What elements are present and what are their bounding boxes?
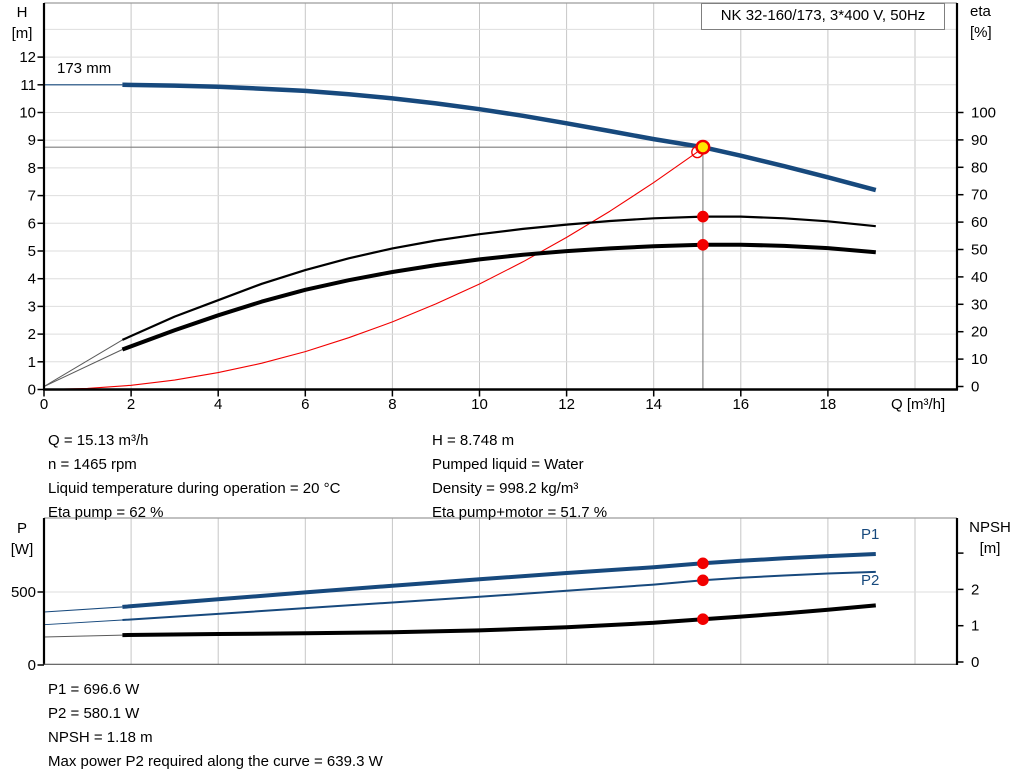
h-tick-label: 5 xyxy=(28,243,36,260)
h-tick-label: 11 xyxy=(20,77,36,94)
marker-eta-pump-motor-point[interactable] xyxy=(697,239,709,251)
p-axis-symbol: P xyxy=(16,520,27,537)
q-tick-label: 14 xyxy=(645,396,662,413)
series-p1 xyxy=(122,552,876,609)
q-axis-label: Q [m³/h] xyxy=(891,396,946,413)
npsh-axis-symbol: NPSH xyxy=(969,519,1011,536)
op-line-density: Density = 998.2 kg/m³ xyxy=(432,480,579,497)
max-power-line: Max power P2 required along the curve = … xyxy=(48,753,383,770)
op-line-temp: Liquid temperature during operation = 20… xyxy=(48,480,341,497)
eta-tick-label: 60 xyxy=(971,214,988,231)
h-tick-label: 0 xyxy=(28,382,36,399)
series-eta-pump-motor xyxy=(121,242,876,352)
q-tick-label: 8 xyxy=(388,396,396,413)
eta-tick-label: 90 xyxy=(971,132,988,149)
series-p2 xyxy=(122,570,876,621)
h-axis-symbol: H xyxy=(16,4,28,21)
q-tick-label: 16 xyxy=(732,396,749,413)
q-tick-label: 2 xyxy=(127,396,135,413)
series-p1-ext xyxy=(43,606,123,613)
op-line-h: H = 8.748 m xyxy=(432,432,515,449)
marker-duty-point[interactable] xyxy=(695,139,711,155)
series-eta-pump-ext xyxy=(43,339,123,387)
p2-curve-label: P2 xyxy=(861,572,880,589)
npsh-value-line: NPSH = 1.18 m xyxy=(48,729,153,746)
eta-tick-label: 70 xyxy=(971,187,988,204)
p-tick-label: 0 xyxy=(28,657,36,674)
q-tick-label: 18 xyxy=(820,396,837,413)
p-tick-label: 500 xyxy=(11,584,36,601)
marker-p1-point[interactable] xyxy=(697,557,709,570)
eta-tick-label: 10 xyxy=(971,351,988,368)
p1-value-line: P1 = 696.6 W xyxy=(48,681,140,698)
eta-axis-symbol: eta xyxy=(970,3,991,20)
series-npsh-ext xyxy=(43,634,123,638)
h-tick-label: 8 xyxy=(28,160,36,177)
npsh-tick-label: 0 xyxy=(971,654,979,671)
q-tick-label: 6 xyxy=(301,396,309,413)
impeller-trim-label: 173 mm xyxy=(57,60,112,77)
eta-tick-label: 40 xyxy=(971,269,988,286)
npsh-tick-label: 2 xyxy=(971,581,979,598)
h-axis-label: H [m] xyxy=(3,2,41,44)
op-line-q: Q = 15.13 m³/h xyxy=(48,432,149,449)
h-tick-label: 10 xyxy=(19,105,36,122)
h-axis-unit: [m] xyxy=(11,25,33,42)
power-npsh-chart[interactable]: 0 500 0 1 2 xyxy=(0,515,1024,680)
q-tick-label: 0 xyxy=(40,396,48,413)
op-line-n: n = 1465 rpm xyxy=(48,456,137,473)
npsh-axis-unit: [m] xyxy=(979,540,1001,557)
eta-tick-label: 50 xyxy=(971,242,988,259)
series-eta-pump-motor-ext xyxy=(43,349,123,387)
series-system-curve xyxy=(43,151,698,391)
marker-p2-point[interactable] xyxy=(697,574,709,587)
op-line-liquid: Pumped liquid = Water xyxy=(432,456,584,473)
eta-tick-label: 20 xyxy=(971,324,988,341)
h-tick-label: 12 xyxy=(19,49,36,66)
q-tick-label: 4 xyxy=(214,396,222,413)
pump-title-box: NK 32-160/173, 3*400 V, 50Hz xyxy=(701,3,945,30)
eta-axis-label: eta [%] xyxy=(970,1,992,43)
eta-tick-label: 80 xyxy=(971,159,988,176)
p2-value-line: P2 = 580.1 W xyxy=(48,705,140,722)
npsh-axis-label: NPSH [m] xyxy=(962,517,1018,559)
q-tick-label: 12 xyxy=(558,396,575,413)
p-axis-label: P [W] xyxy=(3,518,41,560)
h-tick-label: 7 xyxy=(28,188,36,205)
pump-title: NK 32-160/173, 3*400 V, 50Hz xyxy=(720,7,926,24)
h-tick-label: 3 xyxy=(28,298,36,315)
eta-tick-label: 30 xyxy=(971,296,988,313)
h-tick-label: 2 xyxy=(28,326,36,343)
q-tick-label: 10 xyxy=(471,396,488,413)
h-tick-label: 1 xyxy=(28,354,36,371)
p-axis-unit: [W] xyxy=(10,541,34,558)
series-p2-ext xyxy=(43,619,123,626)
npsh-tick-label: 1 xyxy=(971,618,979,635)
marker-npsh-point[interactable] xyxy=(697,613,709,625)
series-npsh xyxy=(122,603,876,638)
h-tick-label: 9 xyxy=(28,132,36,149)
marker-eta-pump-point[interactable] xyxy=(697,210,709,223)
eta-axis-unit: [%] xyxy=(970,24,992,41)
series-qh-173mm xyxy=(122,82,877,193)
op-line-eta-motor: Eta pump+motor = 51.7 % xyxy=(432,504,608,521)
eta-tick-label: 0 xyxy=(971,379,979,396)
h-tick-label: 6 xyxy=(28,215,36,232)
op-line-eta: Eta pump = 62 % xyxy=(48,504,164,521)
eta-tick-label: 100 xyxy=(971,105,996,122)
series-eta-pump xyxy=(121,215,876,341)
h-tick-label: 4 xyxy=(28,271,36,288)
p1-curve-label: P1 xyxy=(861,526,880,543)
